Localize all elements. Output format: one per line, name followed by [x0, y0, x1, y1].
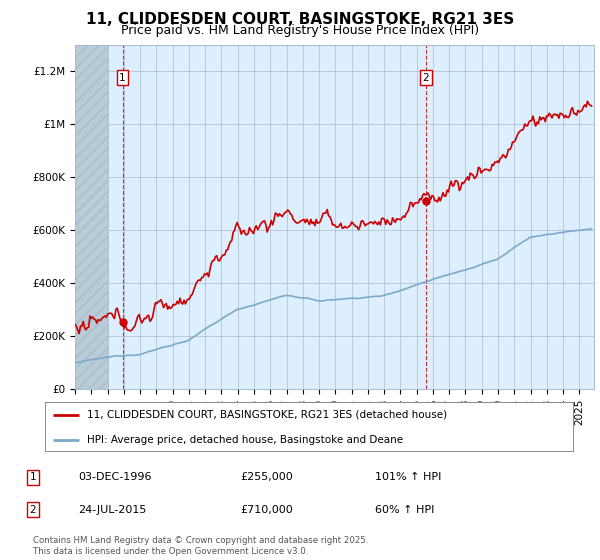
Text: 2: 2	[422, 72, 429, 82]
Text: HPI: Average price, detached house, Basingstoke and Deane: HPI: Average price, detached house, Basi…	[87, 435, 403, 445]
Text: 24-JUL-2015: 24-JUL-2015	[78, 505, 146, 515]
Text: 1: 1	[29, 472, 37, 482]
Text: 60% ↑ HPI: 60% ↑ HPI	[375, 505, 434, 515]
Text: 2: 2	[29, 505, 37, 515]
Bar	[75, 45, 107, 389]
Text: £710,000: £710,000	[240, 505, 293, 515]
Text: 101% ↑ HPI: 101% ↑ HPI	[375, 472, 442, 482]
Text: £255,000: £255,000	[240, 472, 293, 482]
Text: 11, CLIDDESDEN COURT, BASINGSTOKE, RG21 3ES (detached house): 11, CLIDDESDEN COURT, BASINGSTOKE, RG21 …	[87, 410, 448, 420]
Text: Contains HM Land Registry data © Crown copyright and database right 2025.
This d: Contains HM Land Registry data © Crown c…	[33, 536, 368, 556]
Text: 11, CLIDDESDEN COURT, BASINGSTOKE, RG21 3ES: 11, CLIDDESDEN COURT, BASINGSTOKE, RG21 …	[86, 12, 514, 27]
Text: 03-DEC-1996: 03-DEC-1996	[78, 472, 151, 482]
Text: 1: 1	[119, 72, 126, 82]
Text: Price paid vs. HM Land Registry's House Price Index (HPI): Price paid vs. HM Land Registry's House …	[121, 24, 479, 37]
